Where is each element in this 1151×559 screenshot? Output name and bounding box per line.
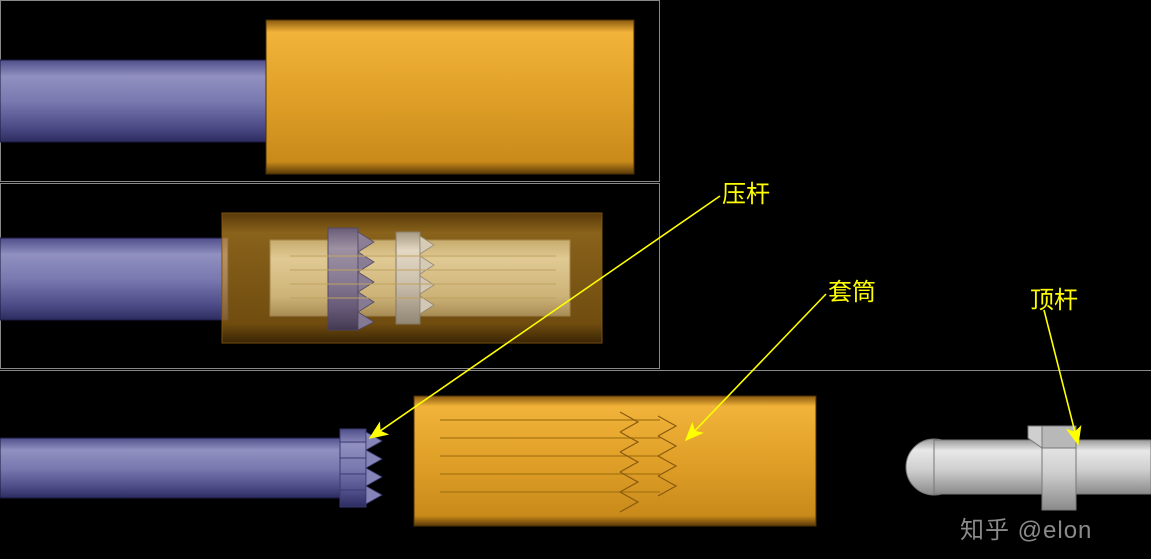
watermark: 知乎 @elon [960, 510, 1092, 545]
panel-top [0, 0, 660, 182]
label-press-rod: 压杆 [722, 174, 770, 209]
label-top-rod: 顶杆 [1030, 280, 1078, 315]
panel-middle [0, 183, 660, 369]
label-sleeve: 套筒 [828, 272, 876, 307]
